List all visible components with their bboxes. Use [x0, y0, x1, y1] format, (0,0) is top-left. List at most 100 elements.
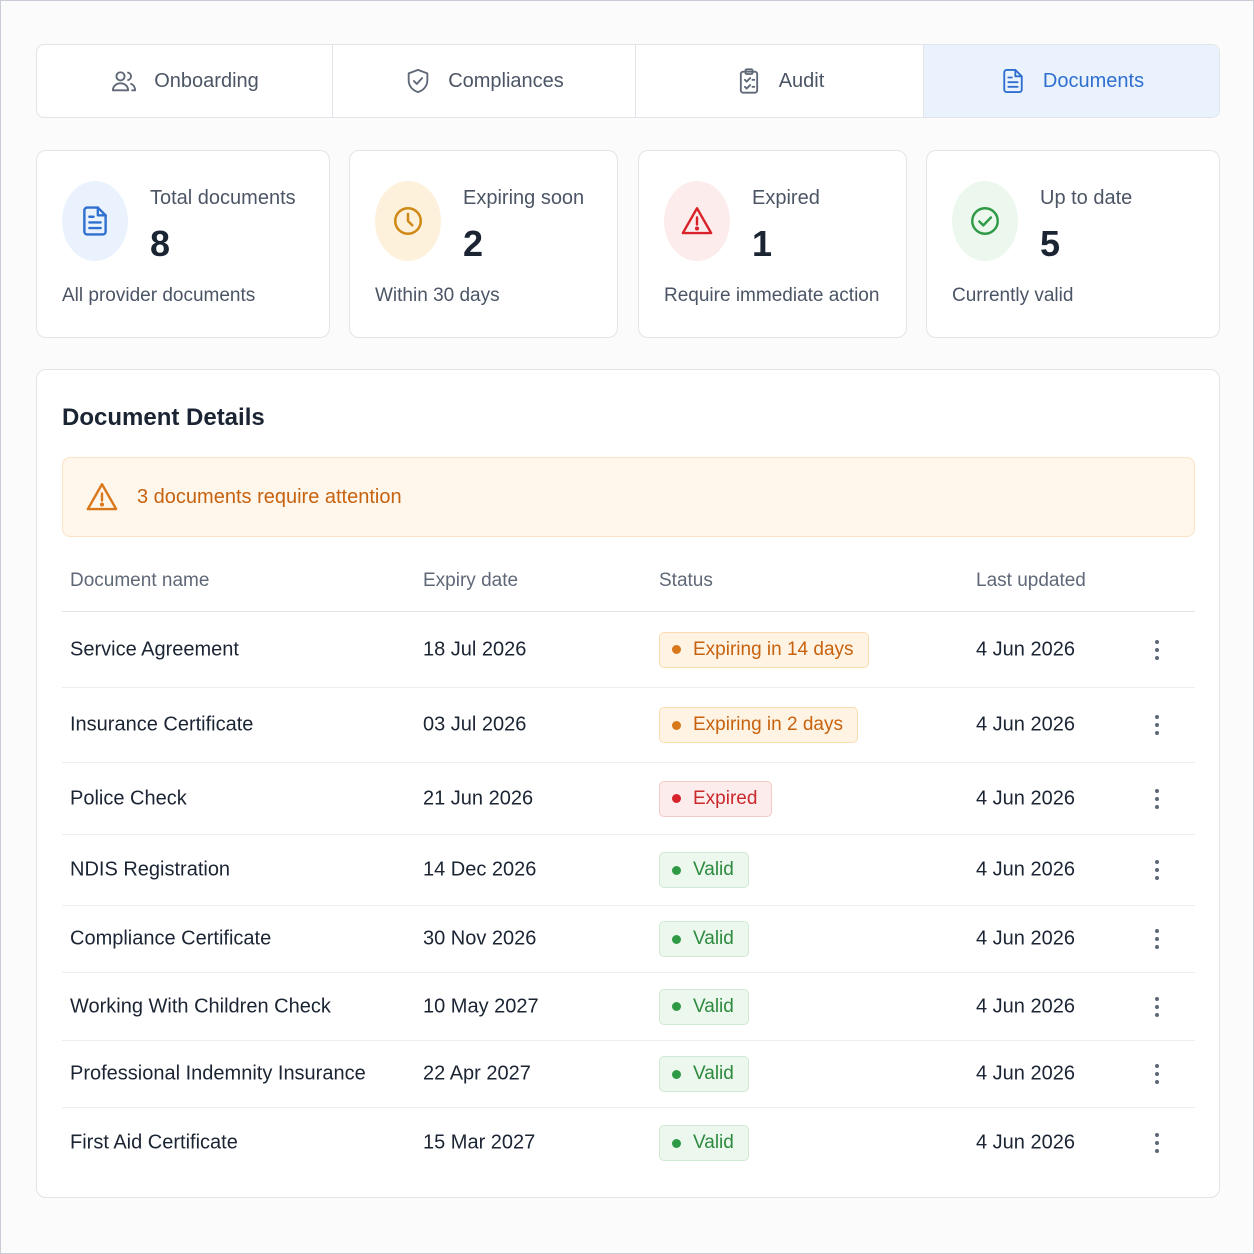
- tab-onboarding[interactable]: Onboarding: [37, 45, 333, 117]
- row-menu-button[interactable]: [1154, 1131, 1160, 1155]
- stat-subtitle: Currently valid: [952, 285, 1074, 306]
- document-name: Insurance Certificate: [70, 713, 254, 736]
- document-icon: [83, 206, 107, 236]
- document-details-panel: Document Details 3 documents require att…: [36, 369, 1220, 1198]
- status-dot-icon: [672, 865, 681, 875]
- document-name: First Aid Certificate: [70, 1131, 238, 1154]
- clock-icon: [393, 206, 423, 236]
- status-badge: Valid: [659, 988, 749, 1025]
- last-updated: 4 Jun 2026: [976, 1131, 1075, 1154]
- users-icon: [112, 71, 137, 92]
- tab-audit[interactable]: Audit: [636, 45, 924, 117]
- attention-alert: 3 documents require attention: [62, 457, 1195, 537]
- table-row[interactable]: Professional Indemnity Insurance 22 Apr 2…: [62, 1041, 1195, 1108]
- column-header-updated: Last updated: [976, 570, 1086, 591]
- status-dot-icon: [672, 1138, 681, 1148]
- tab-label: Documents: [1042, 69, 1145, 92]
- last-updated: 4 Jun 2026: [976, 638, 1075, 660]
- stat-card-total: Total documents 8 All provider documents: [36, 150, 330, 338]
- status-text: Expiring in 14 days: [693, 638, 854, 660]
- stat-label: Total documents: [150, 187, 296, 209]
- more-vertical-icon: [1155, 860, 1159, 880]
- status-cell: Expired: [659, 780, 773, 817]
- column-header-expiry: Expiry date: [423, 570, 519, 591]
- document-name: Police Check: [70, 787, 187, 809]
- row-menu-button[interactable]: [1154, 858, 1160, 882]
- table-row[interactable]: NDIS Registration 14 Dec 2026 Valid 4 Jun 2…: [62, 835, 1195, 906]
- more-vertical-icon: [1155, 1064, 1159, 1084]
- stat-card-up-to-date: Up to date 5 Currently valid: [926, 150, 1220, 338]
- status-text: Valid: [693, 995, 734, 1017]
- clipboard-check-icon: [739, 68, 758, 94]
- stat-subtitle: All provider documents: [62, 285, 256, 306]
- warning-icon: [681, 207, 713, 235]
- status-badge: Expiring in 2 days: [659, 707, 858, 743]
- column-header-name: Document name: [70, 570, 210, 591]
- last-updated: 4 Jun 2026: [976, 1062, 1075, 1085]
- status-text: Valid: [693, 1132, 734, 1153]
- tab-compliances[interactable]: Compliances: [333, 45, 636, 117]
- document-name: Compliance Certificate: [70, 927, 272, 950]
- status-badge: Expiring in 14 days: [659, 631, 869, 668]
- row-menu-button[interactable]: [1154, 713, 1160, 737]
- stat-subtitle: Require immediate action: [664, 285, 880, 306]
- table-row[interactable]: Compliance Certificate 30 Nov 2026 Valid 4 …: [62, 906, 1195, 973]
- status-dot-icon: [672, 934, 681, 944]
- row-menu-button[interactable]: [1154, 927, 1160, 951]
- stat-value: 1: [752, 223, 773, 264]
- row-menu-button[interactable]: [1154, 1062, 1160, 1086]
- table-header: Document name Expiry date Status Last up…: [62, 560, 1195, 612]
- document-icon: [1003, 68, 1023, 94]
- expiry-date: 21 Jun 2026: [423, 787, 534, 809]
- expiry-date: 03 Jul 2026: [423, 713, 527, 736]
- stat-icon-circle: [664, 181, 730, 261]
- table-row[interactable]: First Aid Certificate 15 Mar 2027 Valid 4 J…: [62, 1108, 1195, 1178]
- status-dot-icon: [672, 645, 681, 654]
- more-vertical-icon: [1155, 639, 1159, 660]
- warning-icon: [86, 483, 118, 511]
- stat-value: 2: [463, 223, 484, 264]
- document-name: Working With Children Check: [70, 995, 331, 1017]
- stat-icon-circle: [375, 181, 441, 261]
- tab-documents[interactable]: Documents: [924, 45, 1219, 117]
- row-menu-button[interactable]: [1154, 995, 1160, 1019]
- tab-label: Compliances: [448, 69, 564, 92]
- row-menu-button[interactable]: [1154, 638, 1160, 662]
- stat-label: Expired: [752, 187, 820, 209]
- document-name: Professional Indemnity Insurance: [70, 1062, 366, 1085]
- table-row[interactable]: Insurance Certificate 03 Jul 2026 Expiring…: [62, 688, 1195, 763]
- table-row[interactable]: Service Agreement 18 Jul 2026 Expiring in …: [62, 612, 1195, 688]
- stat-card-expired: Expired 1 Require immediate action: [638, 150, 907, 338]
- status-cell: Valid: [659, 1056, 749, 1092]
- more-vertical-icon: [1155, 996, 1159, 1017]
- status-badge: Valid: [659, 921, 749, 957]
- status-dot-icon: [672, 1069, 681, 1079]
- stat-subtitle: Within 30 days: [375, 285, 500, 306]
- column-header-status: Status: [659, 570, 713, 591]
- tab-bar: Onboarding Compliances Audit Documents: [36, 44, 1220, 118]
- status-badge: Valid: [659, 852, 749, 888]
- stat-icon-circle: [62, 181, 128, 261]
- status-text: Expired: [693, 787, 758, 809]
- status-cell: Expiring in 14 days: [659, 631, 869, 668]
- table-row[interactable]: Police Check 21 Jun 2026 Expired 4 Jun 2026: [62, 763, 1195, 835]
- document-name: Service Agreement: [70, 638, 239, 660]
- status-text: Expiring in 2 days: [693, 714, 843, 735]
- status-text: Valid: [693, 1063, 734, 1084]
- stat-card-expiring: Expiring soon 2 Within 30 days: [349, 150, 618, 338]
- expiry-date: 14 Dec 2026: [423, 858, 537, 881]
- last-updated: 4 Jun 2026: [976, 995, 1075, 1017]
- more-vertical-icon: [1155, 788, 1159, 809]
- tab-label: Onboarding: [154, 69, 259, 92]
- status-cell: Valid: [659, 852, 749, 888]
- alert-text: 3 documents require attention: [137, 485, 402, 508]
- more-vertical-icon: [1155, 929, 1159, 949]
- status-badge: Valid: [659, 1125, 749, 1161]
- row-menu-button[interactable]: [1154, 787, 1160, 811]
- last-updated: 4 Jun 2026: [976, 858, 1075, 881]
- last-updated: 4 Jun 2026: [976, 787, 1075, 809]
- last-updated: 4 Jun 2026: [976, 713, 1075, 736]
- stat-value: 8: [150, 223, 171, 264]
- status-text: Valid: [693, 928, 734, 949]
- table-row[interactable]: Working With Children Check 10 May 2027 Va…: [62, 973, 1195, 1041]
